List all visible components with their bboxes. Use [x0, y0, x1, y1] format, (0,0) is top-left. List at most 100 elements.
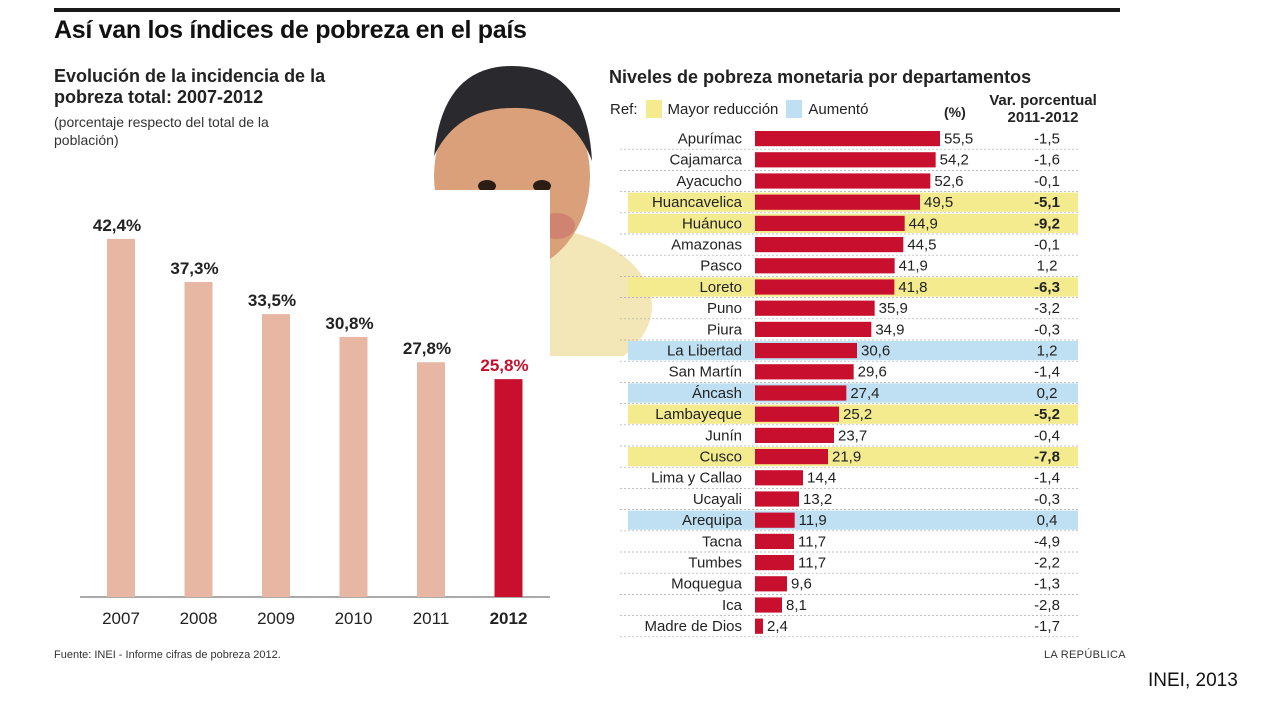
department-variation-Cusco: -7,8: [1034, 449, 1060, 466]
department-label-Huancavelica: Huancavelica: [652, 194, 743, 211]
department-bar-La Libertad: [755, 343, 857, 359]
department-label-Ayacucho: Ayacucho: [676, 173, 742, 190]
bar-value-label-2009: 33,5%: [248, 291, 296, 310]
department-value-Pasco: 41,9: [899, 258, 928, 275]
department-value-Ayacucho: 52,6: [934, 173, 963, 190]
department-bar-Junín: [755, 427, 834, 443]
bar-value-label-2007: 42,4%: [93, 216, 141, 235]
bar-2007: [107, 238, 135, 597]
left-chart-background: [80, 190, 550, 640]
department-label-Ica: Ica: [722, 597, 743, 614]
department-bar-Cusco: [755, 449, 828, 465]
department-label-San Martín: San Martín: [669, 364, 742, 381]
department-variation-Apurímac: -1,5: [1034, 131, 1060, 148]
department-label-Áncash: Áncash: [692, 385, 742, 402]
department-bar-Ucayali: [755, 491, 799, 507]
legend-reduction-swatch: [645, 100, 662, 118]
department-bar-Apurímac: [755, 131, 940, 147]
department-bar-San Martín: [755, 364, 854, 380]
x-tick-label-2007: 2007: [102, 609, 140, 628]
department-value-Puno: 35,9: [879, 300, 908, 317]
top-rule: [54, 8, 1120, 12]
department-label-Huánuco: Huánuco: [682, 215, 742, 232]
x-tick-label-2010: 2010: [335, 609, 373, 628]
department-bar-Huancavelica: [755, 194, 920, 210]
department-bar-Lima y Callao: [755, 470, 803, 486]
department-variation-Pasco: 1,2: [1037, 258, 1058, 275]
department-bar-Piura: [755, 321, 872, 337]
department-value-Apurímac: 55,5: [944, 131, 973, 148]
variation-header-line2: 2011-2012: [1007, 109, 1079, 126]
bar-2012: [494, 379, 523, 597]
department-variation-Tacna: -4,9: [1034, 533, 1060, 550]
bar-value-label-2011: 27,8%: [403, 339, 451, 358]
department-value-Ucayali: 13,2: [803, 491, 832, 508]
x-tick-label-2009: 2009: [257, 609, 295, 628]
department-label-Loreto: Loreto: [699, 279, 742, 296]
department-variation-Huánuco: -9,2: [1034, 215, 1060, 232]
legend-reduction-label: Mayor reducción: [667, 100, 779, 118]
department-variation-Cajamarca: -1,6: [1034, 152, 1060, 169]
variation-column-header: Var. porcentual 2011-2012: [982, 92, 1104, 126]
department-label-Moquegua: Moquegua: [671, 576, 743, 593]
department-variation-Junín: -0,4: [1034, 427, 1060, 444]
department-variation-Loreto: -6,3: [1034, 279, 1060, 296]
row-highlight-Lambayeque: [628, 404, 1078, 424]
department-value-La Libertad: 30,6: [861, 343, 890, 360]
left-bar-chart: 42,4% 2007 37,3% 2008 33,5% 2009 30,8% 2010 27,8…: [80, 190, 550, 640]
department-label-Puno: Puno: [707, 300, 742, 317]
row-highlight-Arequipa: [628, 510, 1078, 530]
legend-increase-label: Aumentó: [808, 100, 869, 118]
department-variation-Madre de Dios: -1,7: [1034, 618, 1060, 635]
department-bar-Loreto: [755, 279, 895, 295]
department-value-Tumbes: 11,7: [798, 555, 826, 572]
department-variation-Moquegua: -1,3: [1034, 576, 1060, 593]
bar-2008: [184, 282, 213, 597]
department-variation-Ucayali: -0,3: [1034, 491, 1060, 508]
department-value-Huánuco: 44,9: [909, 215, 938, 232]
department-variation-San Martín: -1,4: [1034, 364, 1060, 381]
department-bar-Huánuco: [755, 215, 905, 231]
department-label-Apurímac: Apurímac: [678, 131, 743, 148]
department-label-Cajamarca: Cajamarca: [669, 152, 742, 169]
x-tick-label-2012: 2012: [490, 609, 528, 628]
department-bar-Moquegua: [755, 576, 787, 592]
department-bar-Cajamarca: [755, 152, 936, 168]
source-note: Fuente: INEI - Informe cifras de pobreza…: [54, 649, 281, 661]
department-bar-Ayacucho: [755, 173, 931, 189]
department-bar-Ica: [755, 597, 782, 613]
department-value-Piura: 34,9: [875, 321, 904, 338]
left-chart-title: Evolución de la incidencia de la pobreza…: [54, 66, 326, 107]
row-highlight-Áncash: [628, 383, 1078, 403]
row-highlight-Cusco: [628, 447, 1078, 467]
department-label-Piura: Piura: [707, 321, 743, 338]
department-bar-Tacna: [755, 533, 794, 549]
department-variation-Piura: -0,3: [1034, 321, 1060, 338]
department-variation-Huancavelica: -5,1: [1034, 194, 1060, 211]
legend-increase-swatch: [786, 100, 803, 118]
x-tick-label-2008: 2008: [180, 609, 218, 628]
left-chart-subtitle: (porcentaje respecto del total de la pob…: [54, 114, 269, 148]
department-label-Junín: Junín: [705, 427, 742, 444]
department-variation-Puno: -3,2: [1034, 300, 1060, 317]
page-title: Así van los índices de pobreza en el paí…: [54, 16, 527, 44]
department-variation-Ayacucho: -0,1: [1034, 173, 1060, 190]
variation-header-line1: Var. porcentual: [989, 92, 1097, 109]
department-value-Huancavelica: 49,5: [924, 194, 953, 211]
legend-ref-label: Ref:: [610, 100, 638, 118]
department-variation-Arequipa: 0,4: [1037, 512, 1058, 529]
department-value-Cajamarca: 54,2: [940, 152, 969, 169]
right-chart-title: Niveles de pobreza monetaria por departa…: [609, 67, 1032, 87]
department-label-Tumbes: Tumbes: [688, 555, 742, 572]
bar-value-label-2012: 25,8%: [480, 356, 528, 375]
department-label-Pasco: Pasco: [700, 258, 742, 275]
department-value-Lambayeque: 25,2: [843, 406, 872, 423]
department-bar-Amazonas: [755, 237, 904, 253]
department-variation-Lima y Callao: -1,4: [1034, 470, 1060, 487]
department-value-Madre de Dios: 2,4: [767, 618, 788, 635]
department-bar-Áncash: [755, 385, 847, 401]
department-value-Lima y Callao: 14,4: [807, 470, 836, 487]
department-value-Loreto: 41,8: [898, 279, 927, 296]
department-value-Junín: 23,7: [838, 427, 867, 444]
department-label-Lambayeque: Lambayeque: [655, 406, 742, 423]
